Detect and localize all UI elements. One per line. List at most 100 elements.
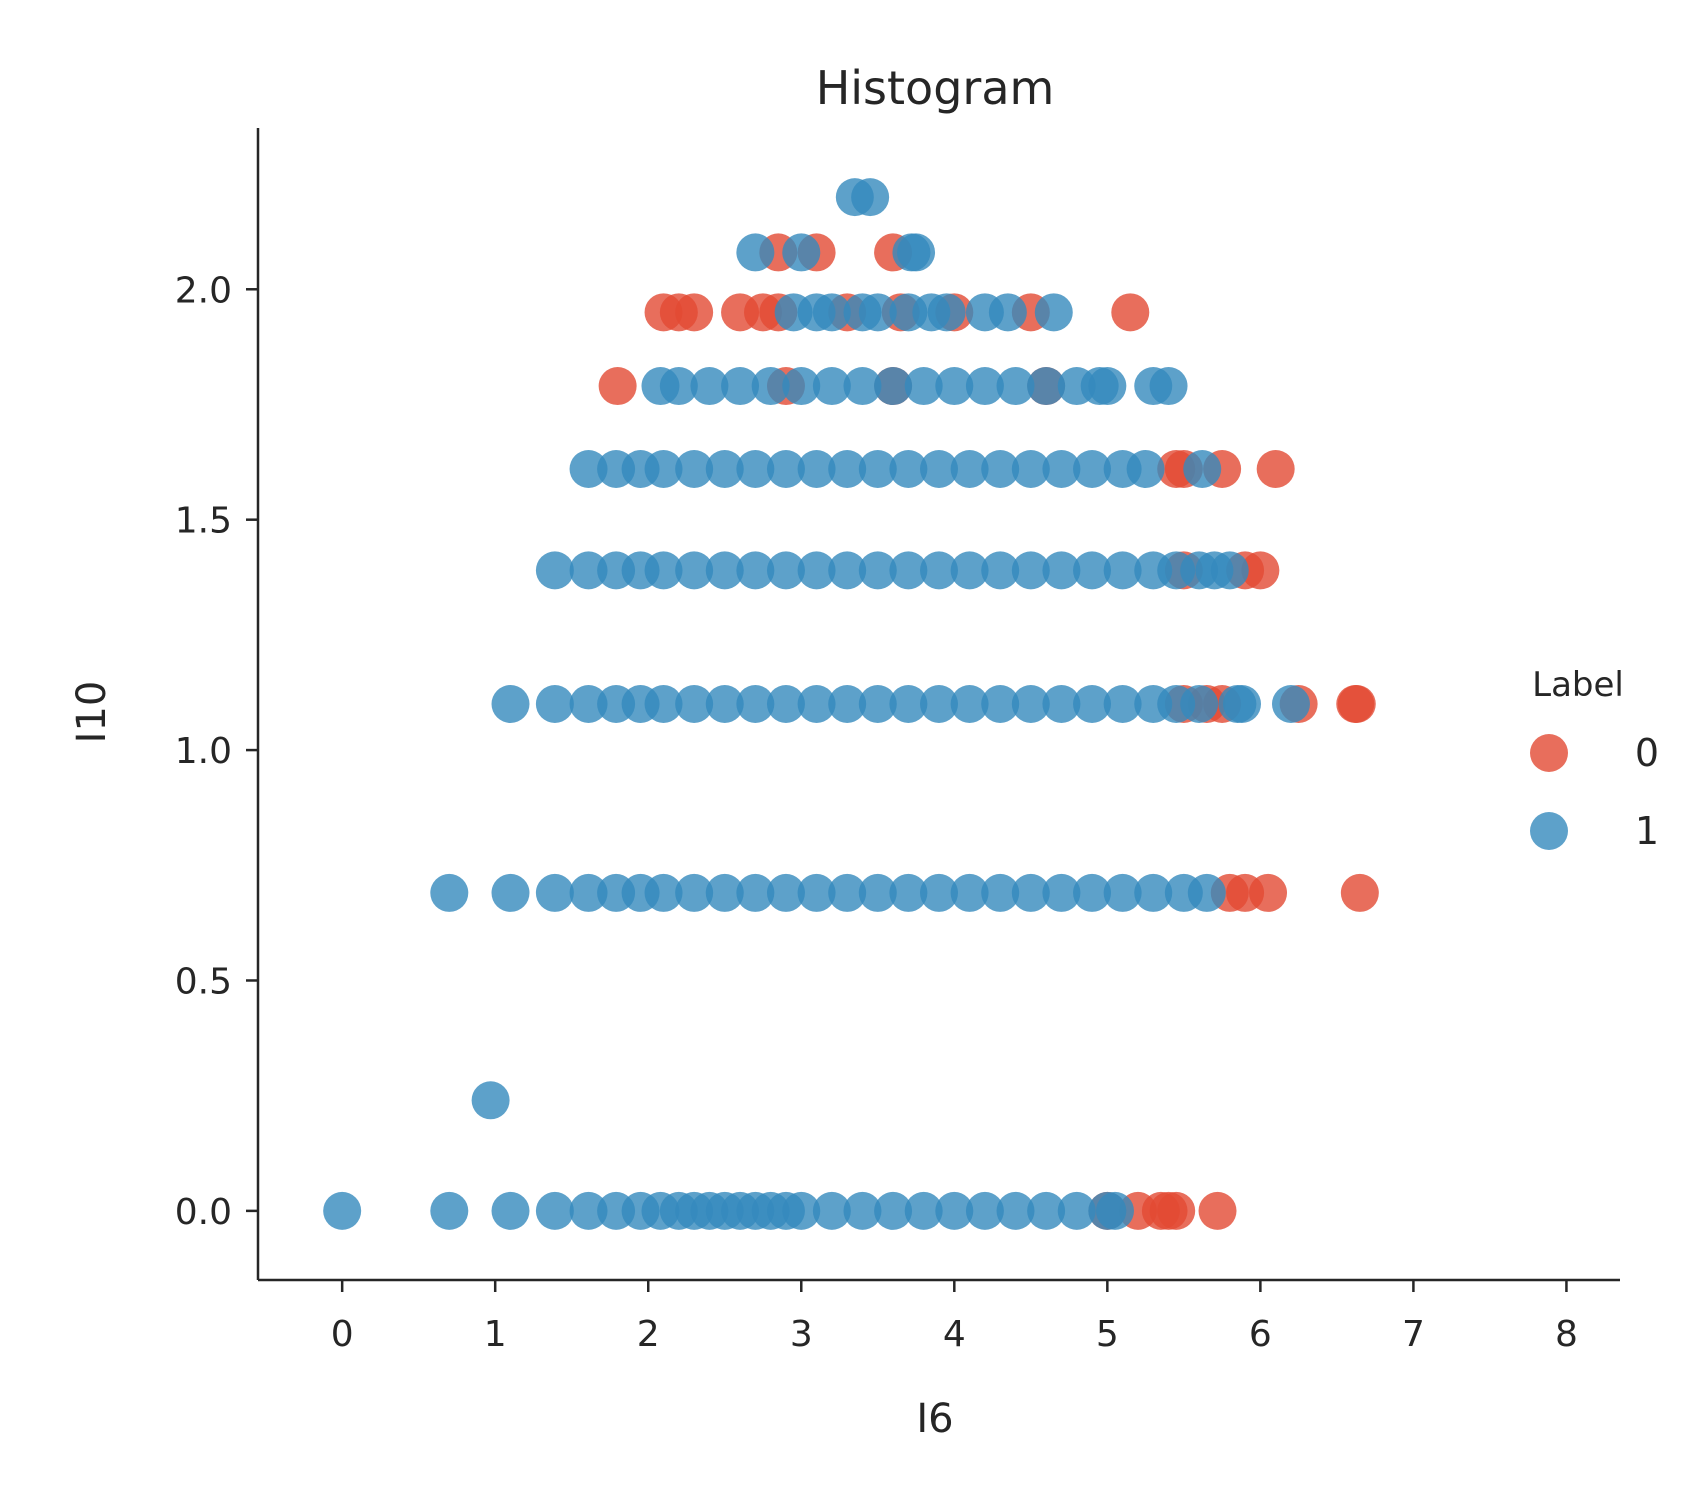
scatter-point <box>1042 449 1081 488</box>
scatter-point <box>828 685 867 723</box>
scatter-point <box>858 551 897 590</box>
scatter-point <box>705 873 744 912</box>
scatter-point <box>675 551 714 590</box>
scatter-point <box>569 449 608 488</box>
scatter-point <box>535 873 574 912</box>
scatter-point <box>858 873 897 912</box>
scatter-point <box>535 685 574 723</box>
scatter-point <box>766 449 805 488</box>
scatter-point <box>874 367 913 406</box>
y-tick-label: 0.0 <box>175 1192 232 1233</box>
scatter-point <box>996 367 1035 406</box>
scatter-point <box>920 449 958 488</box>
scatter-point <box>996 1191 1035 1230</box>
scatter-point <box>644 449 683 488</box>
y-axis-title: I10 <box>69 681 115 744</box>
scatter-point <box>598 367 637 406</box>
scatter-point <box>1223 685 1262 723</box>
scatter-point <box>904 367 943 406</box>
scatter-point <box>828 873 867 912</box>
scatter-point <box>1011 685 1050 723</box>
scatter-point <box>1210 551 1249 590</box>
y-tick-label: 2.0 <box>175 270 232 311</box>
scatter-point <box>950 685 989 723</box>
scatter-point <box>690 367 729 406</box>
chart-title: Histogram <box>816 61 1055 115</box>
scatter-point <box>797 685 836 723</box>
scatter-point <box>1034 293 1073 332</box>
scatter-point <box>1073 551 1112 590</box>
scatter-point <box>569 685 608 723</box>
x-tick-label: 5 <box>1096 1314 1119 1355</box>
scatter-point <box>797 449 836 488</box>
scatter-point <box>1095 1191 1134 1230</box>
scatter-point <box>858 449 897 488</box>
scatter-point <box>1103 685 1142 723</box>
scatter-point <box>1180 685 1219 723</box>
y-tick-label: 1.0 <box>175 731 232 772</box>
scatter-point <box>988 293 1027 332</box>
scatter-point <box>950 873 989 912</box>
scatter-point <box>1256 449 1295 488</box>
x-axis-title: I6 <box>916 1396 953 1442</box>
x-tick-label: 3 <box>790 1314 813 1355</box>
x-tick-label: 6 <box>1249 1314 1272 1355</box>
scatter-point <box>1073 685 1112 723</box>
scatter-point <box>705 685 744 723</box>
legend: Label 01 <box>1530 665 1659 853</box>
scatter-point <box>950 551 989 590</box>
points-layer <box>323 178 1379 1230</box>
scatter-point <box>889 449 928 488</box>
x-tick-label: 0 <box>331 1314 354 1355</box>
scatter-point <box>812 1191 851 1230</box>
x-tick-label: 2 <box>637 1314 660 1355</box>
scatter-point <box>1271 685 1310 723</box>
x-tick-label: 4 <box>943 1314 966 1355</box>
scatter-point <box>491 873 530 912</box>
scatter-point <box>736 449 775 488</box>
x-tick-label: 8 <box>1555 1314 1578 1355</box>
x-ticks: 0 1 2 3 4 5 6 7 8 <box>331 1280 1578 1355</box>
scatter-point <box>858 685 897 723</box>
scatter-point <box>1183 449 1222 488</box>
scatter-point <box>1011 873 1050 912</box>
scatter-point <box>644 685 683 723</box>
scatter-point <box>851 178 890 217</box>
scatter-point <box>782 367 821 406</box>
scatter-point <box>491 685 530 723</box>
scatter-point <box>569 551 608 590</box>
scatter-point <box>935 367 974 406</box>
scatter-point <box>644 551 683 590</box>
scatter-point <box>569 1191 608 1230</box>
scatter-point <box>935 1191 974 1230</box>
scatter-point <box>981 873 1020 912</box>
scatter-point <box>797 873 836 912</box>
scatter-point <box>766 685 805 723</box>
scatter-point <box>1126 449 1165 488</box>
scatter-point <box>535 551 574 590</box>
scatter-point <box>1042 873 1081 912</box>
scatter-point <box>751 367 790 406</box>
scatter-point <box>897 233 936 272</box>
scatter-point <box>675 293 714 332</box>
scatter-point <box>965 367 1004 406</box>
scatter-point <box>644 873 683 912</box>
series-1 <box>323 178 1310 1230</box>
scatter-point <box>1340 873 1379 912</box>
scatter-point <box>981 551 1020 590</box>
scatter-point <box>920 873 958 912</box>
scatter-point <box>1198 1191 1237 1230</box>
scatter-point <box>1111 293 1150 332</box>
scatter-point <box>782 1191 821 1230</box>
legend-label-0: 0 <box>1635 731 1659 775</box>
scatter-point <box>889 685 928 723</box>
scatter-point <box>1027 1191 1066 1230</box>
scatter-point <box>659 367 698 406</box>
scatter-point <box>782 233 821 272</box>
scatter-point <box>812 293 851 332</box>
legend-marker-1 <box>1530 812 1568 850</box>
legend-items: 01 <box>1530 731 1659 853</box>
scatter-point <box>766 551 805 590</box>
y-tick-label: 0.5 <box>175 961 232 1002</box>
